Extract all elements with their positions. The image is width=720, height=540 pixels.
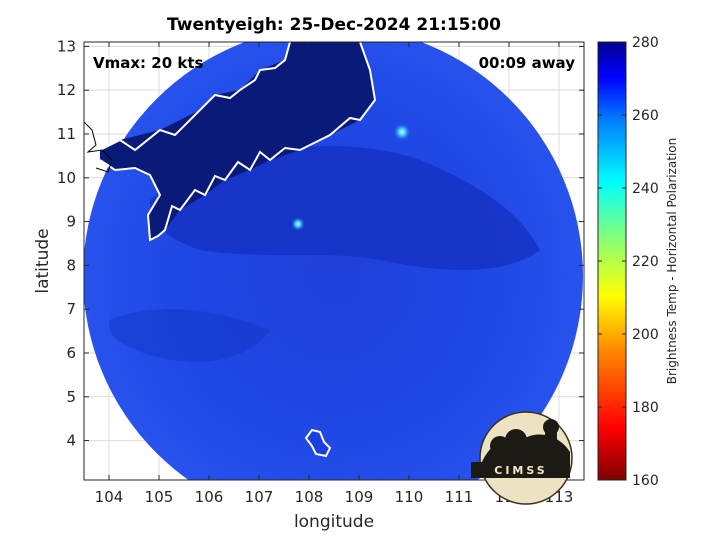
y-axis-label: latitude bbox=[33, 228, 53, 293]
colorbar-label: Brightness Temp - Horizontal Polarizatio… bbox=[665, 138, 679, 385]
y-tick-label: 9 bbox=[66, 213, 76, 231]
colorbar-tick-label: 240 bbox=[632, 181, 659, 197]
x-tick-label: 106 bbox=[195, 488, 224, 506]
x-tick-label: 105 bbox=[145, 488, 174, 506]
colorbar-tick-label: 280 bbox=[632, 35, 659, 51]
y-tick-label: 4 bbox=[66, 432, 76, 450]
y-tick-label: 10 bbox=[57, 169, 76, 187]
colorbar-ticks: 160 180 200 220 240 260 280 bbox=[598, 35, 659, 489]
colorbar-tick-label: 180 bbox=[632, 400, 659, 416]
y-tick-label: 13 bbox=[57, 37, 76, 55]
vmax-annotation: Vmax: 20 kts bbox=[93, 54, 203, 72]
y-tick-label: 7 bbox=[66, 300, 76, 318]
hot-spot bbox=[393, 123, 411, 141]
y-tick-label: 5 bbox=[66, 388, 76, 406]
colorbar-tick-label: 220 bbox=[632, 254, 659, 270]
x-tick-label: 104 bbox=[95, 488, 124, 506]
coastline bbox=[99, 42, 377, 242]
axis-ticks bbox=[84, 42, 584, 480]
chart-title: Twentyeigh: 25-Dec-2024 21:15:00 bbox=[167, 15, 501, 35]
cimss-logo: CIMSS bbox=[471, 411, 573, 505]
axes-box bbox=[83, 41, 585, 481]
coastline-left bbox=[84, 121, 113, 173]
y-tick-labels: 4 5 6 7 8 9 10 11 12 13 bbox=[57, 37, 76, 449]
x-tick-label: 108 bbox=[295, 488, 324, 506]
x-axis-label: longitude bbox=[294, 512, 374, 532]
y-tick-label: 11 bbox=[57, 125, 76, 143]
x-tick-label: 107 bbox=[245, 488, 274, 506]
land-region bbox=[100, 42, 375, 240]
hot-spot bbox=[291, 217, 305, 231]
dark-band bbox=[150, 145, 540, 270]
colorbar-tick-label: 260 bbox=[632, 108, 659, 124]
x-tick-label: 109 bbox=[345, 488, 374, 506]
dark-band-2 bbox=[109, 309, 271, 362]
x-tick-label: 110 bbox=[395, 488, 424, 506]
time-offset-annotation: 00:09 away bbox=[479, 54, 576, 72]
x-tick-label: 111 bbox=[445, 488, 474, 506]
y-tick-label: 12 bbox=[57, 81, 76, 99]
colorbar-tick-label: 200 bbox=[632, 327, 659, 343]
y-tick-label: 8 bbox=[66, 256, 76, 274]
colorbar bbox=[597, 41, 627, 481]
y-tick-label: 6 bbox=[66, 344, 76, 362]
island-outline bbox=[304, 428, 332, 458]
logo-text: CIMSS bbox=[494, 464, 547, 477]
colorbar-tick-label: 160 bbox=[632, 473, 659, 489]
